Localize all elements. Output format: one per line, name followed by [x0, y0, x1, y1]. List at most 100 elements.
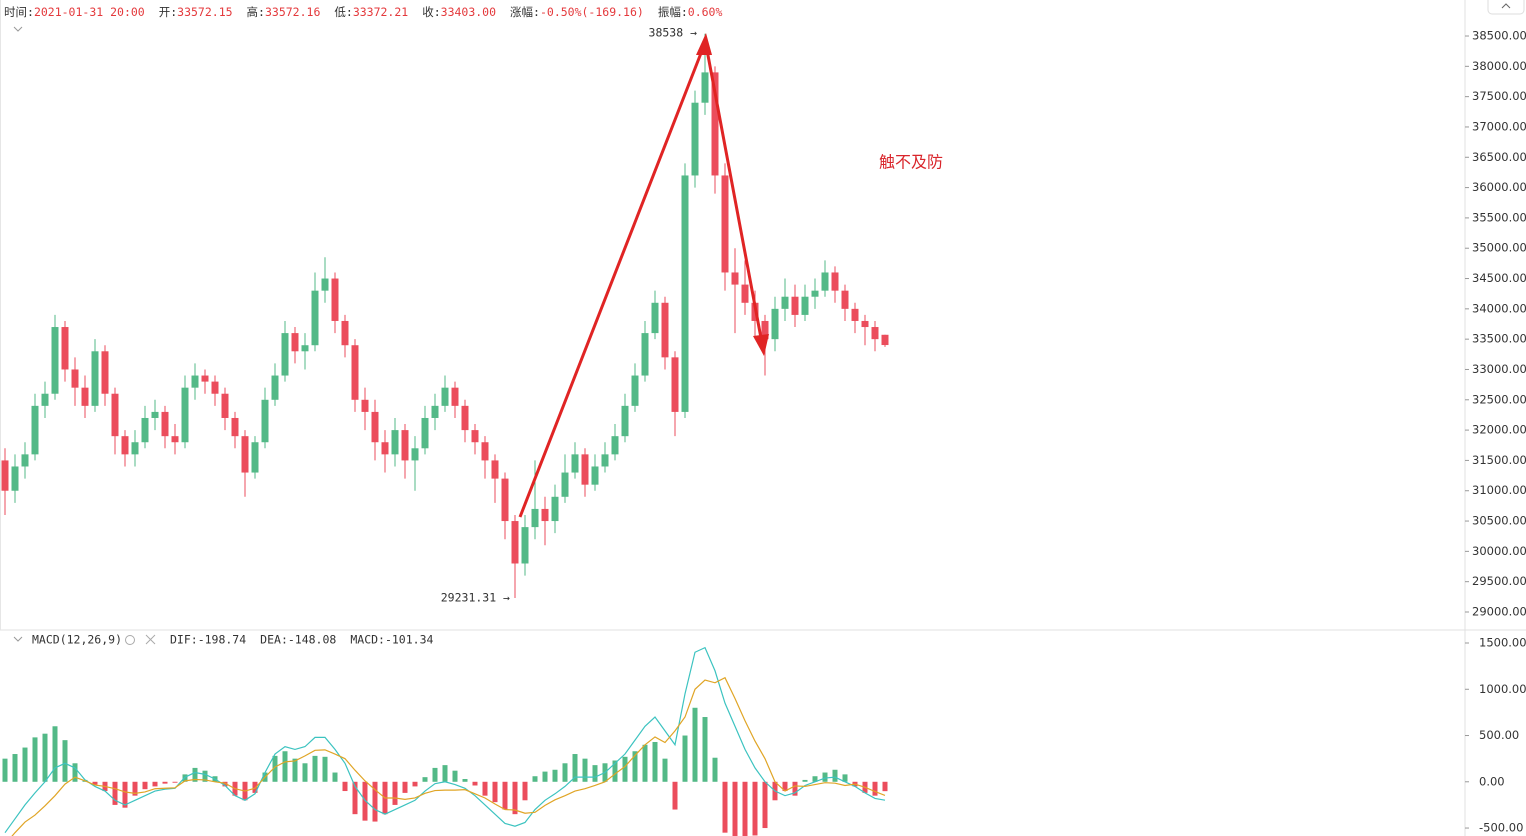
macd-bar	[342, 781, 348, 792]
settings-icon[interactable]	[125, 635, 135, 645]
y-tick-label: 33000.00	[1472, 362, 1526, 376]
macd-bar	[112, 781, 118, 805]
low-annotation: 29231.31 →	[441, 591, 510, 605]
macd-pane: MACD(12,26,9) DIF:-198.74 DEA:-148.08 MACD:…	[2, 633, 1526, 836]
macd-bar	[832, 769, 838, 782]
macd-bar	[192, 767, 198, 782]
info-value: 33403.00	[441, 5, 496, 19]
info-value: -0.50%(-169.16)	[540, 5, 644, 19]
candle-body	[101, 351, 109, 394]
candle-body	[671, 357, 679, 412]
macd-line	[4, 646, 886, 834]
y-tick-label: 1500.00	[1479, 636, 1526, 650]
y-tick-label: 36000.00	[1472, 180, 1526, 194]
info-label: 收:	[422, 5, 440, 19]
y-tick-label: 30500.00	[1472, 514, 1526, 528]
candle-body	[871, 327, 879, 340]
y-tick-label: 30000.00	[1472, 544, 1526, 558]
info-label: 时间:	[4, 5, 34, 19]
candle-body	[141, 417, 149, 443]
y-tick-label: 1000.00	[1479, 682, 1526, 696]
candle-body	[651, 302, 659, 334]
macd-bar	[302, 763, 308, 782]
y-tick-label: 31000.00	[1472, 483, 1526, 497]
candle-body	[31, 405, 39, 455]
macd-bar	[432, 767, 438, 782]
candle-body	[661, 302, 669, 358]
candle-body	[281, 333, 289, 376]
candle-body	[841, 290, 849, 309]
candle-body	[571, 454, 579, 473]
y-tick-label: 500.00	[1479, 728, 1519, 742]
candle-body	[781, 296, 789, 309]
candle-body	[851, 308, 859, 321]
candle-body	[221, 393, 229, 418]
macd-bar	[722, 781, 728, 833]
close-icon[interactable]	[145, 634, 156, 645]
macd-bar	[502, 781, 508, 810]
candle-body	[161, 411, 169, 437]
macd-bar	[322, 756, 328, 782]
candle-body	[551, 496, 559, 522]
y-tick-label: 36500.00	[1472, 150, 1526, 164]
candle-body	[801, 296, 809, 315]
candle-body	[521, 527, 529, 564]
macd-bar	[392, 781, 398, 805]
candle-body	[351, 345, 359, 400]
macd-bar	[372, 781, 378, 822]
info-value: 33572.15	[177, 5, 232, 19]
info-value: 33372.21	[353, 5, 408, 19]
scroll-icon[interactable]	[1501, 3, 1511, 9]
candle-body	[591, 466, 599, 485]
candle-body	[111, 393, 119, 437]
macd-bar	[182, 774, 188, 782]
macd-bar	[42, 733, 48, 782]
info-value: 33572.16	[265, 5, 320, 19]
macd-bar	[92, 781, 98, 785]
candle-body	[301, 345, 309, 352]
macd-bar	[442, 765, 448, 782]
info-label: 涨幅:	[510, 5, 540, 19]
collapse-icon[interactable]	[13, 26, 23, 32]
candle-body	[321, 278, 329, 291]
candle-body	[611, 436, 619, 455]
macd-bar	[132, 781, 138, 796]
candle-body	[511, 521, 519, 564]
macd-bar	[22, 747, 28, 782]
macd-bar	[672, 781, 678, 810]
candle-body	[831, 272, 839, 291]
candle-body	[881, 334, 889, 346]
y-tick-label: 32500.00	[1472, 392, 1526, 406]
macd-bar	[492, 781, 498, 803]
macd-bar	[312, 755, 318, 782]
candle-body	[471, 430, 479, 443]
y-tick-label: 31500.00	[1472, 453, 1526, 467]
y-tick-label: 29500.00	[1472, 574, 1526, 588]
candle-body	[771, 308, 779, 340]
macd-bar	[732, 781, 738, 836]
candle-body	[691, 102, 699, 176]
scroll-button[interactable]	[1487, 0, 1525, 15]
macd-bar	[532, 776, 538, 782]
y-tick-label: 0.00	[1479, 774, 1505, 788]
legend-entry: DEA:-148.08	[260, 633, 336, 647]
collapse-icon[interactable]	[13, 636, 23, 642]
macd-bar	[472, 781, 478, 786]
macd-bar	[842, 774, 848, 782]
high-annotation: 38538 →	[649, 26, 698, 40]
candle-body	[811, 290, 819, 297]
candle-body	[361, 399, 369, 412]
macd-bar	[612, 760, 618, 782]
macd-bar	[802, 779, 808, 782]
macd-bar	[422, 777, 428, 782]
candle-body	[531, 508, 539, 528]
info-label: 高:	[247, 5, 265, 19]
trend-arrows	[518, 33, 769, 518]
candle-body	[641, 333, 649, 376]
candle-body	[491, 460, 499, 479]
candle-body	[241, 436, 249, 473]
macd-bar	[2, 758, 8, 782]
macd-bar	[402, 781, 408, 793]
y-tick-label: 38500.00	[1472, 29, 1526, 43]
